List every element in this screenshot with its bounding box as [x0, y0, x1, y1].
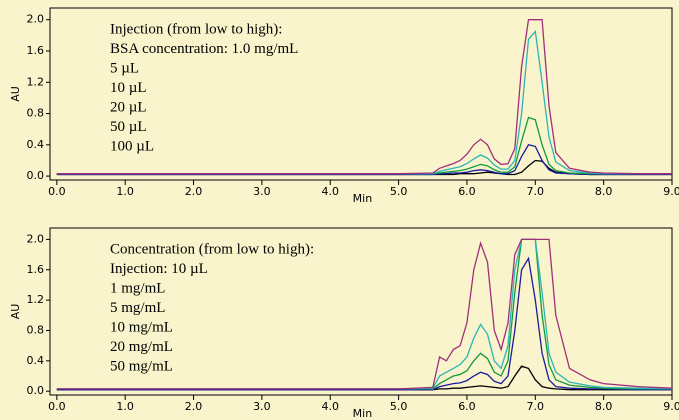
x-tick-label: 5.0 [390, 400, 408, 413]
annotation: BSA concentration: 1.0 mg/mL [110, 41, 298, 57]
x-tick-label: 7.0 [527, 185, 545, 198]
series-line [56, 238, 673, 390]
series-line [56, 19, 672, 175]
y-tick-label: 0.4 [27, 138, 45, 151]
y-tick-label: 0.8 [27, 107, 45, 120]
y-tick-label: 0.0 [27, 169, 45, 182]
x-tick-label: 4.0 [321, 400, 339, 413]
x-tick-label: 0.0 [48, 185, 66, 198]
legend-label: 50 µL [110, 119, 147, 135]
x-axis-label: Min [353, 407, 373, 420]
x-tick-label: 8.0 [595, 400, 613, 413]
x-axis-label: Min [353, 192, 373, 205]
y-tick-label: 2.0 [27, 232, 45, 245]
x-tick-label: 6.0 [458, 185, 476, 198]
y-axis-label: AU [9, 86, 22, 102]
x-tick-label: 6.0 [458, 400, 476, 413]
annotation: Concentration (from low to high): [110, 241, 314, 257]
legend-label: 20 µL [110, 99, 147, 115]
legend-label: 1 mg/mL [110, 280, 165, 296]
x-tick-label: 1.0 [116, 400, 134, 413]
y-tick-label: 0.0 [27, 384, 45, 397]
x-tick-label: 2.0 [185, 400, 203, 413]
x-tick-label: 3.0 [253, 185, 271, 198]
x-tick-label: 9.0 [663, 400, 679, 413]
x-tick-label: 0.0 [48, 400, 66, 413]
y-tick-label: 1.6 [27, 263, 45, 276]
legend-label: 10 µL [110, 80, 147, 96]
series-line [56, 256, 672, 391]
legend-label: 5 µL [110, 60, 139, 76]
annotation: Injection (from low to high): [110, 21, 282, 37]
plot-area [49, 7, 673, 181]
legend-label: 5 mg/mL [110, 300, 165, 316]
legend-label: 100 µL [110, 138, 154, 154]
y-axis-label: AU [9, 304, 22, 320]
y-tick-label: 1.2 [27, 75, 45, 88]
x-tick-label: 9.0 [663, 185, 679, 198]
x-tick-label: 3.0 [253, 400, 271, 413]
legend-label: 10 mg/mL [110, 319, 173, 335]
x-tick-label: 8.0 [595, 185, 613, 198]
x-tick-label: 1.0 [116, 185, 134, 198]
x-tick-label: 2.0 [185, 185, 203, 198]
series-line [56, 144, 672, 176]
x-tick-label: 7.0 [527, 400, 545, 413]
y-tick-label: 0.4 [27, 354, 45, 367]
y-tick-label: 0.8 [27, 323, 45, 336]
y-tick-label: 1.6 [27, 44, 45, 57]
plot-area [49, 227, 673, 396]
legend-label: 20 mg/mL [110, 339, 173, 355]
legend-label: 50 mg/mL [110, 358, 173, 374]
x-tick-label: 5.0 [390, 185, 408, 198]
x-tick-label: 4.0 [321, 185, 339, 198]
y-tick-label: 1.2 [27, 293, 45, 306]
annotation: Injection: 10 µL [110, 261, 208, 277]
y-tick-label: 2.0 [27, 13, 45, 26]
